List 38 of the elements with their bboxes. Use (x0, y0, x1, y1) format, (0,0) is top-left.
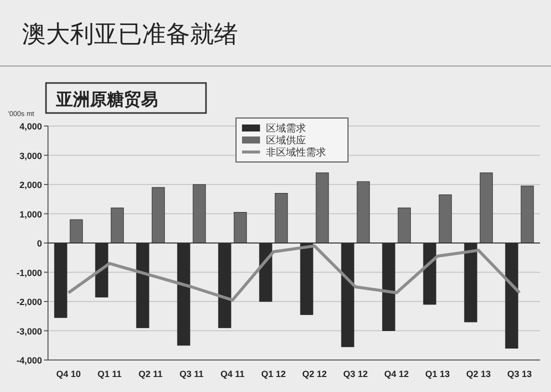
x-tick-label: Q3 13 (507, 369, 532, 379)
bar (70, 219, 83, 244)
x-tick-label: Q1 13 (425, 369, 450, 379)
bar (398, 208, 411, 244)
x-tick-label: Q4 11 (220, 369, 245, 379)
bar (274, 193, 288, 244)
x-tick-label: Q2 12 (302, 369, 327, 379)
legend-label: 区域需求 (266, 122, 306, 134)
y-tick-label: 4,000 (19, 122, 42, 132)
x-tick-label: Q2 11 (138, 369, 163, 379)
chart-subtitle: 亚洲原糖贸易 (55, 90, 158, 110)
bar (316, 172, 329, 244)
bar (110, 208, 124, 244)
x-tick-label: Q1 12 (261, 369, 286, 379)
y-tick-label: 0 (36, 238, 42, 248)
y-tick-label: -1,000 (16, 268, 42, 278)
bar (356, 181, 370, 244)
bar (234, 212, 247, 244)
bar (480, 172, 493, 244)
chart-title: 澳大利亚已准备就绪 (22, 20, 238, 48)
x-tick-label: Q1 11 (97, 369, 122, 379)
bar (192, 184, 206, 244)
bar (520, 186, 534, 244)
y-tick-label: -2,000 (16, 297, 42, 307)
x-tick-label: Q3 11 (179, 369, 204, 379)
x-tick-label: Q2 13 (466, 369, 491, 379)
y-tick-label: 1,000 (19, 209, 42, 220)
legend-label: 区域供应 (266, 134, 306, 146)
y-tick-label: -4,000 (16, 356, 42, 366)
bar (438, 194, 452, 244)
x-tick-label: Q4 10 (56, 369, 81, 379)
x-tick-label: Q4 12 (384, 369, 409, 379)
y-tick-label: 3,000 (19, 150, 42, 161)
bar (152, 187, 165, 244)
x-tick-label: Q3 12 (343, 369, 368, 379)
y-tick-label: -3,000 (16, 326, 42, 336)
y-tick-label: 2,000 (19, 180, 42, 190)
legend-label: 非区域性需求 (266, 146, 326, 158)
